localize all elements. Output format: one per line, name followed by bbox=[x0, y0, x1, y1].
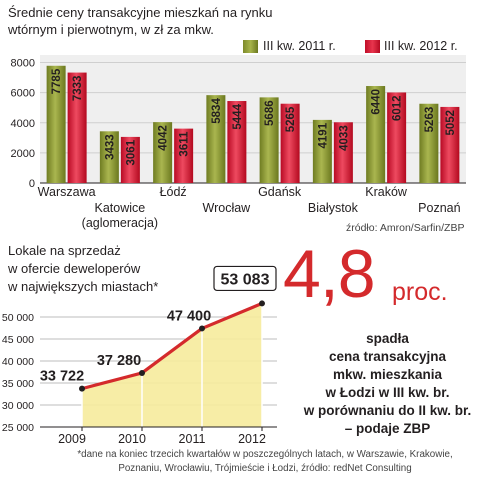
category-label-4-0: Gdańsk bbox=[258, 185, 302, 199]
line-series bbox=[81, 301, 263, 391]
callout-line-6: – podaje ZBP bbox=[344, 421, 431, 436]
y-tick-label-4: 8000 bbox=[11, 58, 35, 70]
line-point-2 bbox=[199, 325, 205, 332]
bar-2012-4 bbox=[280, 103, 300, 183]
bar-value-label-2012-1: 3061 bbox=[125, 139, 137, 165]
line-chart-title: Lokale na sprzedaż w ofercie deweloperów… bbox=[8, 242, 178, 296]
footnote: *dane na koniec trzecich kwartałów w pos… bbox=[50, 448, 480, 476]
line-point-0 bbox=[79, 385, 85, 392]
bar-2011-4 bbox=[259, 97, 279, 183]
category-label-1-1: (aglomeracja) bbox=[82, 216, 158, 230]
legend-label-2011: III kw. 2011 r. bbox=[263, 39, 336, 53]
bar-2011-7 bbox=[419, 103, 439, 183]
line-y-tick-label-5: 50 000 bbox=[2, 312, 34, 324]
line-x-tick-label-0: 2009 bbox=[58, 432, 86, 446]
bar-2011-3 bbox=[206, 95, 226, 183]
category-label-0-0: Warszawa bbox=[38, 185, 96, 199]
legend-label-2012: III kw. 2012 r. bbox=[384, 39, 458, 53]
callout-text: spadła cena transakcyjna mkw. mieszkania… bbox=[290, 330, 485, 438]
line-y-tick-label-4: 45 000 bbox=[2, 334, 34, 346]
bar-value-label-2011-2: 4042 bbox=[158, 125, 170, 151]
y-tick-label-0: 0 bbox=[29, 178, 35, 190]
bar-value-label-2012-2: 3611 bbox=[179, 131, 191, 157]
bar-2012-1 bbox=[120, 136, 140, 183]
line-chart-title-line-2: w ofercie deweloperów bbox=[8, 261, 141, 276]
line-value-label-0: 33 722 bbox=[40, 369, 84, 385]
line-value-label-3: 53 083 bbox=[221, 271, 270, 288]
callout-line-1: spadła bbox=[366, 331, 409, 346]
legend-swatch-2012 bbox=[365, 40, 380, 53]
line-chart-title-line-3: w największych miastach* bbox=[8, 279, 159, 294]
bar-2011-0 bbox=[46, 65, 66, 183]
line-y-tick-label-2: 35 000 bbox=[2, 378, 34, 390]
line-value-label-1: 37 280 bbox=[97, 353, 141, 369]
category-label-5-0: Białystok bbox=[308, 201, 359, 215]
category-label-3-0: Wrocław bbox=[203, 201, 252, 215]
line-chart-title-line-1: Lokale na sprzedaż bbox=[8, 243, 121, 258]
bar-value-label-2011-1: 3433 bbox=[104, 134, 116, 160]
line-value-box-3 bbox=[213, 265, 277, 292]
line-value-label-2: 47 400 bbox=[167, 308, 211, 324]
footnote-line-1: *dane na koniec trzecich kwartałów w pos… bbox=[77, 449, 453, 460]
callout-unit: proc. bbox=[392, 278, 448, 306]
line-chart: 25 000 30 000 35 000 40 000 45 000 50 000 33 7… bbox=[2, 265, 277, 446]
line-x-tick-label-1: 2010 bbox=[118, 432, 146, 446]
bar-2011-5 bbox=[312, 119, 332, 183]
category-label-2-0: Łódź bbox=[160, 185, 187, 199]
bar-value-label-2012-5: 4033 bbox=[338, 125, 350, 151]
line-area-fill bbox=[82, 303, 262, 427]
y-tick-label-3: 6000 bbox=[11, 88, 35, 100]
bar-2012-7 bbox=[440, 106, 460, 183]
line-x-tick-label-3: 2012 bbox=[238, 432, 266, 446]
legend-swatch-2011 bbox=[243, 40, 258, 53]
bar-2012-0 bbox=[67, 72, 87, 183]
y-tick-label-2: 4000 bbox=[11, 118, 35, 130]
line-point-3 bbox=[259, 300, 265, 307]
bar-value-label-2012-4: 5265 bbox=[285, 106, 297, 132]
bar-value-label-2011-3: 5834 bbox=[211, 98, 223, 124]
y-tick-label-1: 2000 bbox=[11, 148, 35, 160]
bar-value-label-2012-0: 7333 bbox=[72, 76, 84, 102]
bar-2011-1 bbox=[99, 131, 119, 183]
callout-line-3: mkw. mieszkania bbox=[332, 367, 443, 382]
line-x-tick-label-2: 2011 bbox=[179, 432, 206, 446]
bar-chart-title: Średnie ceny transakcyjne mieszkań na ry… bbox=[8, 5, 273, 37]
bar-chart-source: źródło: Amron/Sarfin/ZBP bbox=[346, 222, 465, 234]
bar-2011-2 bbox=[153, 122, 173, 183]
bar-value-label-2011-4: 5686 bbox=[264, 100, 276, 126]
bar-chart: 0 2000 4000 6000 8000 7785 7333 Warszawa 3433 306… bbox=[11, 55, 466, 230]
line-y-tick-label-1: 30 000 bbox=[2, 400, 34, 412]
line-y-tick-label-3: 40 000 bbox=[2, 356, 34, 368]
bar-value-label-2011-5: 4191 bbox=[317, 122, 329, 148]
bar-2012-5 bbox=[333, 122, 353, 183]
bar-value-label-2011-6: 6440 bbox=[371, 89, 383, 115]
line-y-tick-label-0: 25 000 bbox=[2, 422, 34, 434]
bar-value-label-2012-6: 6012 bbox=[392, 95, 404, 121]
footnote-line-2: Poznaniu, Wrocławiu, Trójmieście i Łodzi… bbox=[118, 463, 412, 474]
bar-2012-2 bbox=[174, 128, 194, 183]
bar-value-label-2012-7: 5052 bbox=[445, 110, 457, 136]
line-point-1 bbox=[139, 369, 145, 376]
callout-line-2: cena transakcyjna bbox=[328, 349, 447, 364]
category-label-1-0: Katowice bbox=[95, 201, 146, 215]
bar-value-label-2011-0: 7785 bbox=[51, 68, 63, 94]
callout-big-number: 4,8 bbox=[283, 236, 376, 312]
bar-value-label-2012-3: 5444 bbox=[232, 103, 244, 129]
callout-line-5: w porównaniu do II kw. br. bbox=[303, 403, 472, 418]
bar-value-label-2011-7: 5263 bbox=[424, 107, 436, 133]
category-label-6-0: Kraków bbox=[365, 185, 408, 199]
bar-2011-6 bbox=[366, 86, 386, 183]
bar-2012-3 bbox=[227, 101, 247, 183]
callout-line-4: w Łodzi w III kw. br. bbox=[325, 385, 450, 400]
bar-2012-6 bbox=[387, 92, 407, 183]
category-label-7-0: Poznań bbox=[418, 201, 460, 215]
